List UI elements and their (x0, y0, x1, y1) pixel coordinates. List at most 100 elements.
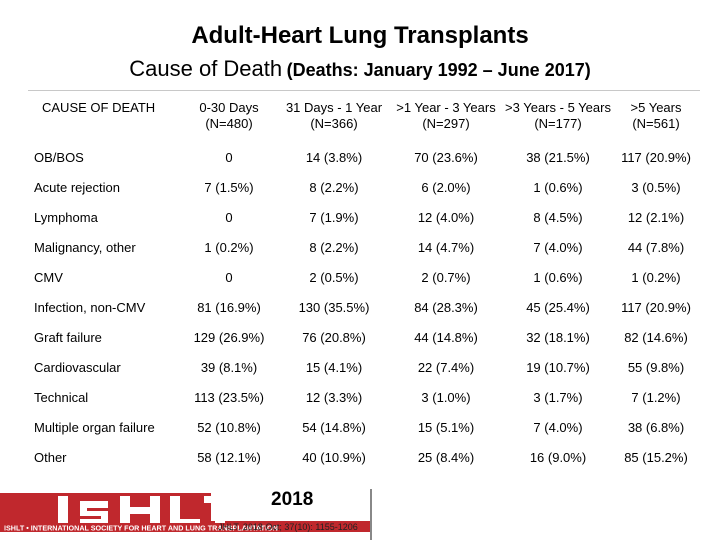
death-count-cell: 38 (21.5%) (526, 149, 590, 165)
cause-label: Other (34, 449, 67, 465)
header-cause: CAUSE OF DEATH (30, 97, 180, 142)
header-count: (N=561) (632, 116, 680, 131)
journal-citation: JHLT. 2018 Oct; 37(10): 1155-1206 (218, 522, 358, 532)
death-count-cell: 113 (23.5%) (194, 389, 264, 405)
logo-banner-text: ISHLT • INTERNATIONAL SOCIETY FOR HEART … (4, 524, 278, 533)
death-count-cell: 3 (0.5%) (631, 179, 681, 195)
table-row: Malignancy, other 1 (0.2%) 8 (2.2%) 14 (4.7… (30, 232, 698, 262)
death-count-cell: 0 (225, 269, 233, 285)
death-count-cell: 52 (10.8%) (197, 419, 261, 435)
death-count-cell: 82 (14.6%) (624, 329, 688, 345)
table-row: Infection, non-CMV 81 (16.9%) 130 (35.5%) 8… (30, 292, 698, 322)
cause-of-death-table: CAUSE OF DEATH 0-30 Days (N=480) 31 Days - … (30, 97, 698, 472)
death-count-cell: 45 (25.4%) (526, 299, 590, 315)
slide-title: Adult-Heart Lung Transplants (191, 22, 529, 49)
header-label: >5 Years (630, 100, 682, 115)
death-count-cell: 0 (225, 209, 233, 225)
table-row: Cardiovascular 39 (8.1%) 15 (4.1%) 22 (7.4%… (30, 352, 698, 382)
header-label: >1 Year - 3 Years (396, 100, 496, 115)
death-count-cell: 15 (5.1%) (417, 419, 475, 435)
report-year: 2018 (271, 489, 314, 510)
cause-label: Technical (34, 389, 89, 405)
death-count-cell: 8 (2.2%) (309, 179, 359, 195)
death-count-cell: 85 (15.2%) (624, 449, 688, 465)
cause-label: Graft failure (34, 329, 102, 345)
cause-label: OB/BOS (34, 149, 84, 165)
cause-label: Lymphoma (34, 209, 98, 225)
death-count-cell: 1 (0.6%) (533, 179, 583, 195)
table-row: Multiple organ failure 52 (10.8%) 54 (14.8… (30, 412, 698, 442)
table-row: CMV 0 2 (0.5%) 2 (0.7%) 1 (0.6%) 1 (0.2%) (30, 262, 698, 292)
cause-label: Cardiovascular (34, 359, 121, 375)
header-count: (N=366) (310, 116, 358, 131)
header-label: 31 Days - 1 Year (285, 100, 383, 115)
death-count-cell: 44 (14.8%) (414, 329, 478, 345)
table-row: OB/BOS 0 14 (3.8%) 70 (23.6%) 38 (21.5%) 117 … (30, 142, 698, 172)
death-count-cell: 16 (9.0%) (529, 449, 587, 465)
death-count-cell: 70 (23.6%) (414, 149, 478, 165)
death-count-cell: 8 (2.2%) (309, 239, 359, 255)
death-count-cell: 117 (20.9%) (621, 149, 691, 165)
death-count-cell: 12 (2.1%) (627, 209, 685, 225)
death-count-cell: 58 (12.1%) (197, 449, 261, 465)
subtitle-date-range: (Deaths: January 1992 – June 2017) (286, 60, 591, 80)
death-count-cell: 15 (4.1%) (305, 359, 363, 375)
death-count-cell: 76 (20.8%) (302, 329, 366, 345)
death-count-cell: 7 (4.0%) (533, 239, 583, 255)
subtitle-main: Cause of Death (129, 56, 283, 81)
header-period: >3 Years - 5 Years (N=177) (502, 97, 614, 142)
death-count-cell: 2 (0.5%) (309, 269, 359, 285)
header-period: 0-30 Days (N=480) (180, 97, 278, 142)
death-count-cell: 22 (7.4%) (417, 359, 475, 375)
death-count-cell: 1 (0.2%) (631, 269, 681, 285)
table-header-row: CAUSE OF DEATH 0-30 Days (N=480) 31 Days - … (30, 97, 698, 142)
death-count-cell: 32 (18.1%) (526, 329, 590, 345)
death-count-cell: 12 (3.3%) (305, 389, 363, 405)
death-count-cell: 8 (4.5%) (533, 209, 583, 225)
header-count: (N=177) (534, 116, 582, 131)
cause-label: Infection, non-CMV (34, 299, 146, 315)
table-row: Graft failure 129 (26.9%) 76 (20.8%) 44 (14… (30, 322, 698, 352)
header-label: >3 Years - 5 Years (505, 100, 611, 115)
header-count: (N=480) (205, 116, 253, 131)
death-count-cell: 39 (8.1%) (200, 359, 258, 375)
death-count-cell: 1 (0.6%) (533, 269, 583, 285)
death-count-cell: 3 (1.7%) (533, 389, 583, 405)
cause-label: Acute rejection (34, 179, 120, 195)
header-period: 31 Days - 1 Year (N=366) (278, 97, 390, 142)
header-period: >5 Years (N=561) (614, 97, 698, 142)
title-divider (28, 90, 700, 91)
death-count-cell: 40 (10.9%) (302, 449, 366, 465)
death-count-cell: 7 (1.9%) (309, 209, 359, 225)
cause-label: CMV (34, 269, 63, 285)
header-label: CAUSE OF DEATH (42, 100, 156, 115)
death-count-cell: 7 (4.0%) (533, 419, 583, 435)
header-label: 0-30 Days (199, 100, 259, 115)
death-count-cell: 12 (4.0%) (417, 209, 475, 225)
header-count: (N=297) (422, 116, 470, 131)
death-count-cell: 130 (35.5%) (298, 299, 370, 315)
death-count-cell: 81 (16.9%) (197, 299, 261, 315)
table-row: Technical 113 (23.5%) 12 (3.3%) 3 (1.0%) 3 (… (30, 382, 698, 412)
death-count-cell: 19 (10.7%) (526, 359, 590, 375)
death-count-cell: 7 (1.5%) (204, 179, 254, 195)
death-count-cell: 0 (225, 149, 233, 165)
cause-label: Malignancy, other (34, 239, 136, 255)
table-row: Lymphoma 0 7 (1.9%) 12 (4.0%) 8 (4.5%) 12 (2.… (30, 202, 698, 232)
death-count-cell: 84 (28.3%) (414, 299, 478, 315)
table-row: Other 58 (12.1%) 40 (10.9%) 25 (8.4%) 16 (9.… (30, 442, 698, 472)
slide-subtitle: Cause of Death (Deaths: January 1992 – J… (0, 56, 720, 82)
death-count-cell: 6 (2.0%) (421, 179, 471, 195)
death-count-cell: 3 (1.0%) (421, 389, 471, 405)
header-period: >1 Year - 3 Years (N=297) (390, 97, 502, 142)
death-count-cell: 7 (1.2%) (631, 389, 681, 405)
death-count-cell: 38 (6.8%) (627, 419, 685, 435)
death-count-cell: 25 (8.4%) (417, 449, 475, 465)
death-count-cell: 54 (14.8%) (302, 419, 366, 435)
death-count-cell: 129 (26.9%) (193, 329, 265, 345)
death-count-cell: 2 (0.7%) (421, 269, 471, 285)
death-count-cell: 1 (0.2%) (204, 239, 254, 255)
death-count-cell: 14 (4.7%) (417, 239, 475, 255)
cause-label: Multiple organ failure (34, 419, 155, 435)
ishlt-logo: ISHLT • INTERNATIONAL SOCIETY FOR HEART … (0, 487, 372, 540)
